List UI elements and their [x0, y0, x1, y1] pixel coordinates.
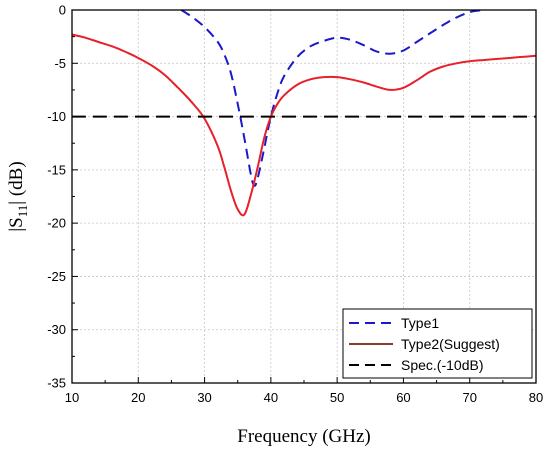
axis-ticks: 10 20 30 40 50 60 70 80 0 -5 -10 -15 -20 -25 -30 -35: [47, 3, 543, 406]
x-axis-title: Frequency (GHz): [237, 426, 370, 447]
legend-entry-label: Type1: [401, 315, 439, 331]
y-axis-title-subscript: 11: [15, 205, 30, 218]
legend-entry-label: Spec.(-10dB): [401, 357, 483, 373]
y-tick-label: 0: [59, 3, 66, 18]
type2-suggest-line: [71, 33, 537, 217]
legend-entry-label: Type2(Suggest): [401, 336, 500, 352]
y-axis-title: |S11| (dB): [6, 161, 30, 231]
type1-line: [180, 9, 484, 187]
x-tick-label: 30: [197, 390, 211, 405]
x-tick-label: 70: [462, 390, 476, 405]
x-tick-label: 60: [396, 390, 410, 405]
y-tick-label: -25: [47, 269, 66, 284]
y-axis-title-rest: | (dB): [6, 161, 27, 204]
y-tick-label: -35: [47, 376, 66, 391]
x-tick-label: 40: [264, 390, 278, 405]
series-group: [71, 9, 537, 217]
y-tick-label: -20: [47, 216, 66, 231]
legend: Type1 Type2(Suggest) Spec.(-10dB): [342, 308, 533, 379]
y-tick-label: -10: [47, 109, 66, 124]
x-tick-label: 50: [330, 390, 344, 405]
y-axis-title-main: |S: [6, 217, 27, 231]
y-tick-label: -30: [47, 322, 66, 337]
y-tick-label: -15: [47, 162, 66, 177]
x-tick-label: 20: [131, 390, 145, 405]
x-tick-label: 10: [65, 390, 79, 405]
x-tick-label: 80: [529, 390, 543, 405]
y-tick-label: -5: [54, 56, 66, 71]
